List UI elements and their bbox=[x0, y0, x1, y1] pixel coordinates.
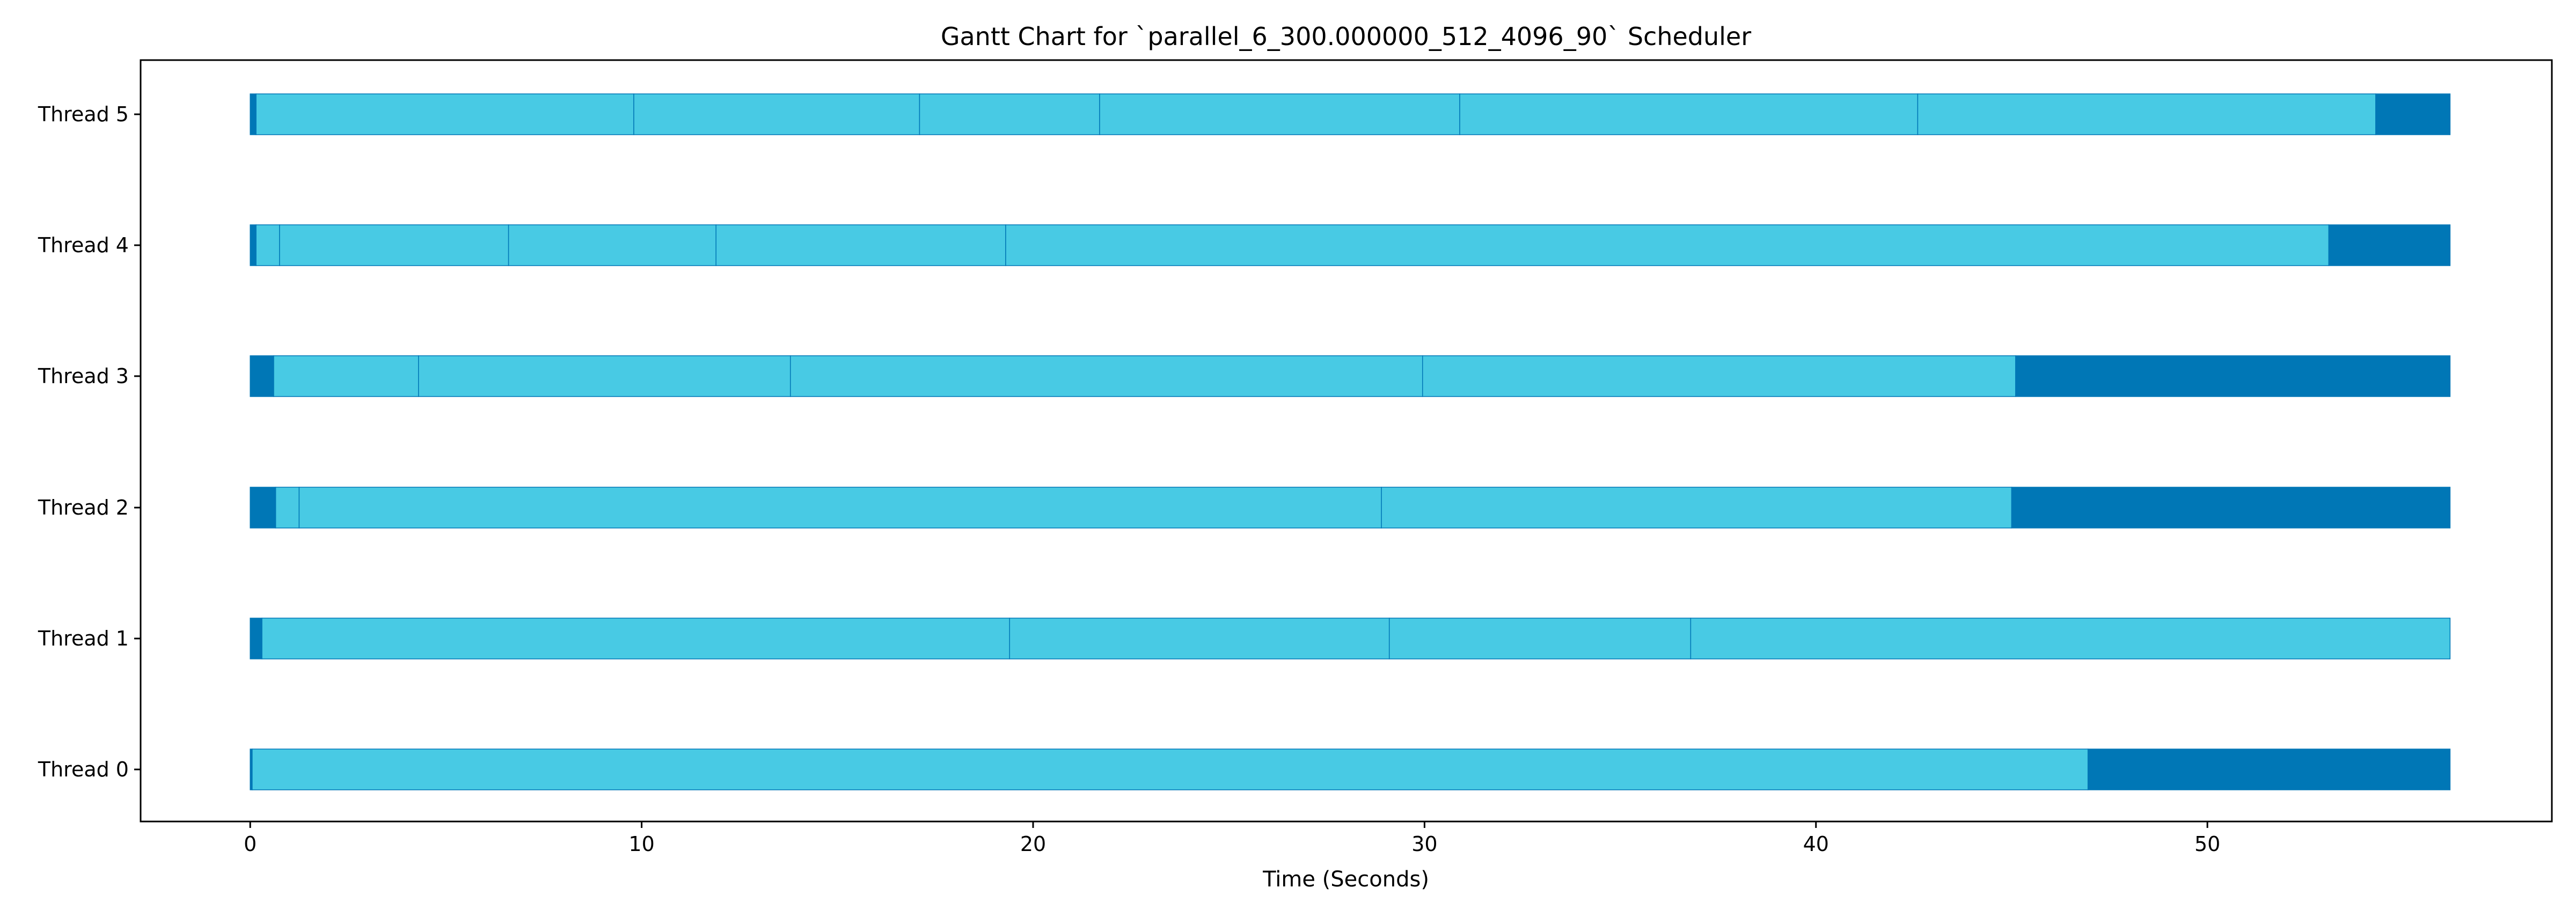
y-tick-label-thread-3: Thread 3 bbox=[38, 364, 129, 388]
gantt-segment-thread-5-1 bbox=[255, 93, 634, 135]
gantt-bars bbox=[250, 93, 2451, 790]
gantt-segment-thread-3-0 bbox=[250, 355, 274, 397]
gantt-segment-thread-1-0 bbox=[250, 618, 262, 659]
gantt-segment-thread-1-4 bbox=[1690, 618, 2451, 659]
gantt-segment-thread-3-2 bbox=[418, 355, 791, 397]
y-tick-label-thread-1: Thread 1 bbox=[38, 627, 129, 650]
gantt-segment-thread-5-6 bbox=[1917, 93, 2376, 135]
x-tick-label-5: 50 bbox=[2194, 832, 2220, 856]
x-axis: 0 10 20 30 40 50 bbox=[244, 821, 2220, 856]
gantt-segment-thread-4-1 bbox=[255, 224, 280, 266]
gantt-segment-thread-2-0 bbox=[250, 487, 276, 529]
gantt-segment-thread-5-0 bbox=[250, 93, 257, 135]
gantt-segment-thread-0-1 bbox=[252, 749, 2089, 790]
gantt-segment-thread-3-3 bbox=[790, 355, 1423, 397]
x-tick-label-4: 40 bbox=[1803, 832, 1829, 856]
y-tick-label-thread-5: Thread 5 bbox=[38, 102, 129, 126]
y-tick-label-thread-0: Thread 0 bbox=[38, 758, 129, 781]
x-tick-label-1: 10 bbox=[628, 832, 654, 856]
y-tick-label-thread-4: Thread 4 bbox=[38, 233, 129, 257]
y-axis: Thread 0 Thread 1 Thread 2 Thread 3 Thread 4… bbox=[38, 102, 141, 781]
chart-title: Gantt Chart for `parallel_6_300.000000_5… bbox=[941, 22, 1751, 51]
gantt-segment-thread-5-4 bbox=[1099, 93, 1460, 135]
x-tick-label-3: 30 bbox=[1411, 832, 1437, 856]
gantt-segment-thread-0-2 bbox=[2087, 749, 2451, 790]
gantt-segment-thread-4-4 bbox=[715, 224, 1006, 266]
gantt-segment-thread-2-3 bbox=[1381, 487, 2012, 529]
gantt-segment-thread-2-1 bbox=[275, 487, 300, 529]
gantt-segment-thread-3-1 bbox=[273, 355, 419, 397]
y-tick-label-thread-2: Thread 2 bbox=[38, 496, 129, 519]
gantt-segment-thread-3-4 bbox=[1422, 355, 2016, 397]
gantt-segment-thread-2-4 bbox=[2011, 487, 2451, 529]
gantt-segment-thread-1-2 bbox=[1009, 618, 1390, 659]
gantt-segment-thread-4-5 bbox=[1005, 224, 2330, 266]
gantt-segment-thread-3-5 bbox=[2015, 355, 2451, 397]
gantt-segment-thread-5-7 bbox=[2375, 93, 2451, 135]
gantt-segment-thread-4-2 bbox=[279, 224, 509, 266]
x-tick-label-2: 20 bbox=[1020, 832, 1046, 856]
gantt-segment-thread-5-5 bbox=[1459, 93, 1919, 135]
plot-area-frame bbox=[140, 59, 2553, 823]
gantt-segment-thread-1-3 bbox=[1388, 618, 1692, 659]
x-tick-label-0: 0 bbox=[244, 832, 257, 856]
gantt-segment-thread-4-6 bbox=[2328, 224, 2451, 266]
gantt-segment-thread-5-2 bbox=[633, 93, 920, 135]
gantt-segment-thread-2-2 bbox=[298, 487, 1382, 529]
gantt-segment-thread-5-3 bbox=[919, 93, 1100, 135]
gantt-segment-thread-1-1 bbox=[261, 618, 1010, 659]
gantt-segment-thread-4-0 bbox=[250, 224, 257, 266]
x-axis-label: Time (Seconds) bbox=[1262, 867, 1429, 892]
gantt-segment-thread-4-3 bbox=[508, 224, 716, 266]
